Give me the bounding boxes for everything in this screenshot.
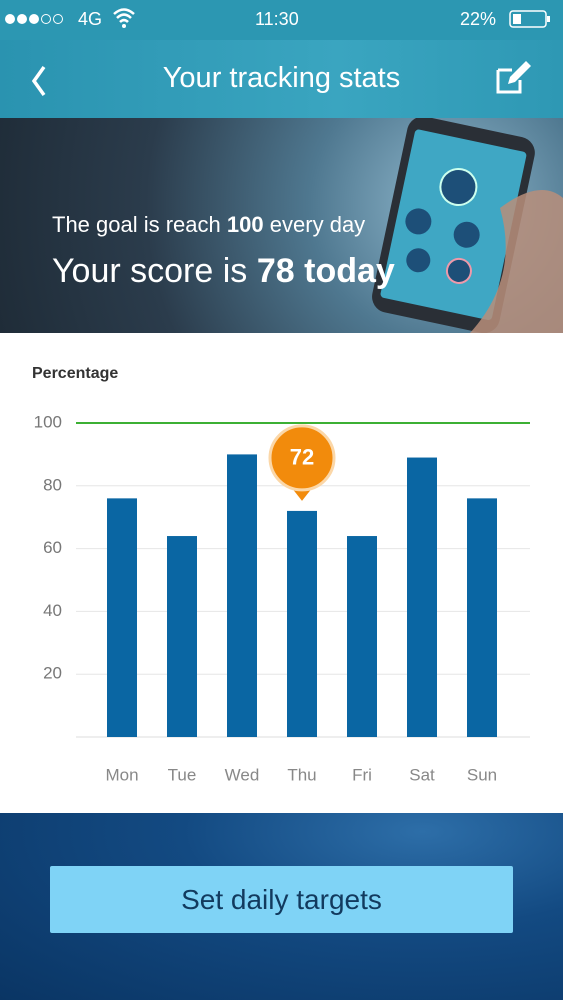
score-suffix: today [304, 252, 395, 290]
goal-value: 100 [226, 212, 264, 237]
back-button[interactable] [26, 61, 56, 101]
y-axis-label: Percentage [32, 365, 118, 382]
goal-text: The goal is reach 100 every day [52, 212, 365, 238]
score-prefix: Your score is [52, 252, 248, 290]
banner-image [372, 118, 563, 333]
footer: Set daily targets [0, 813, 563, 1000]
y-tick-label: 40 [43, 601, 62, 620]
score-text: Your score is 78 today [52, 252, 395, 291]
chart-card: Percentage 20 40 60 80 100 Mon Tue Wed Thu 72 Fri S… [0, 333, 563, 813]
highlight-bubble [268, 424, 336, 492]
battery-percent: 22% [460, 9, 497, 29]
bar [467, 498, 497, 737]
bar [347, 536, 377, 737]
bar [107, 498, 137, 737]
x-tick-label: Mon [105, 765, 138, 784]
x-tick-label: Sat [409, 765, 435, 784]
bar [287, 510, 317, 737]
bar [167, 536, 197, 737]
y-tick-label: 20 [43, 664, 62, 683]
bar [227, 454, 257, 737]
goal-prefix: The goal is reach [52, 212, 221, 237]
x-tick-label: Wed [225, 765, 260, 784]
wifi [113, 8, 135, 28]
banner: The goal is reach 100 every day Your score… [0, 118, 563, 333]
score-value: 78 [256, 252, 295, 290]
x-tick-label: Fri [352, 765, 372, 784]
header-title: Your tracking stats [162, 62, 401, 94]
goal-suffix: every day [269, 212, 366, 237]
network: 4G [78, 9, 103, 29]
time: 11:30 [255, 9, 299, 29]
y-tick-label: 60 [43, 538, 62, 557]
y-tick-label: 80 [43, 475, 62, 494]
value-label: 72 [290, 445, 314, 470]
x-tick-label: Tue [168, 765, 197, 784]
x-tick-label: Sun [467, 765, 497, 784]
battery [509, 10, 550, 28]
x-tick-label: Thu [287, 765, 316, 784]
chart: Percentage 20 40 60 80 100 Mon Tue Wed Thu 72 Fri S… [32, 365, 530, 784]
bar [407, 457, 437, 737]
set-targets-button[interactable]: Set daily targets [50, 866, 513, 933]
edit-button[interactable] [494, 58, 534, 98]
signal [5, 14, 63, 24]
status-bar: 4G 11:30 22% [0, 0, 563, 40]
y-tick-label: 100 [34, 412, 62, 431]
header: Your tracking stats [0, 40, 563, 118]
